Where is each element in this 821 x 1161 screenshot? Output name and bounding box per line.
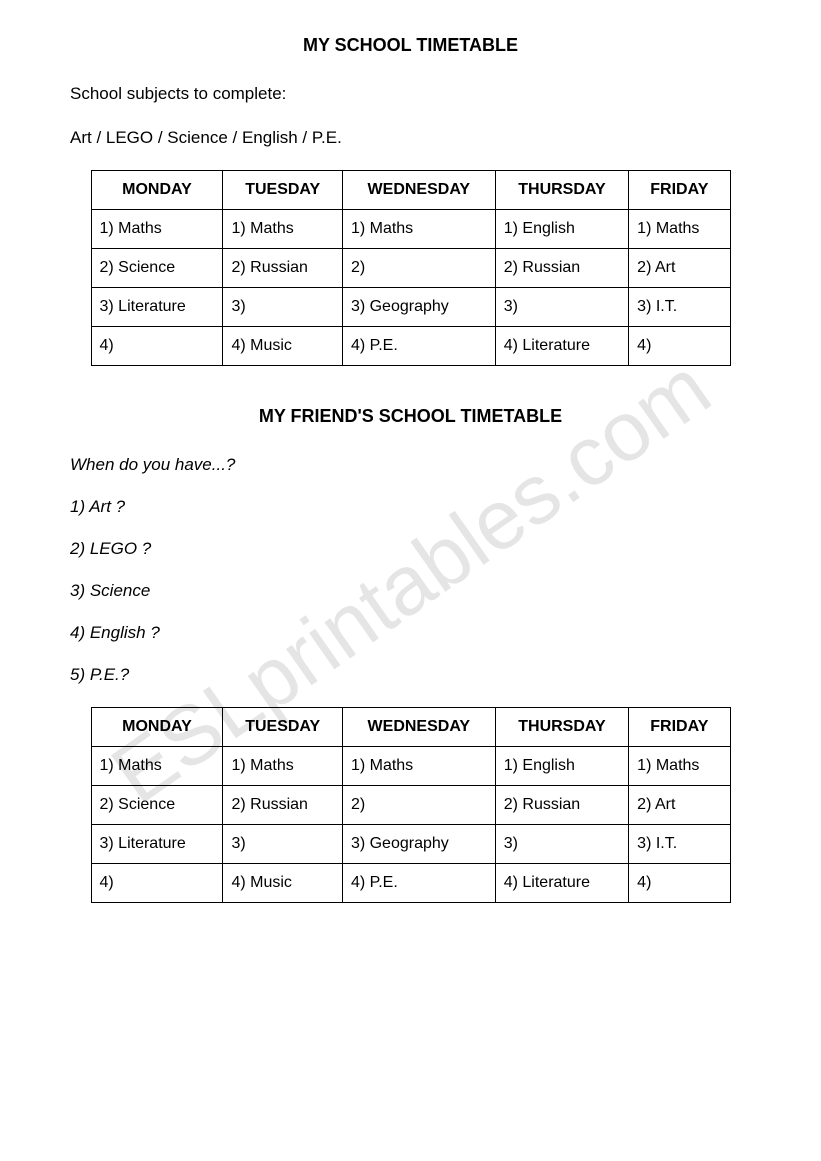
- cell: 1) Maths: [91, 747, 223, 786]
- timetable-1: MONDAY TUESDAY WEDNESDAY THURSDAY FRIDAY…: [91, 170, 731, 366]
- question-2: 2) LEGO ?: [70, 539, 751, 559]
- table-row: 4) 4) Music 4) P.E. 4) Literature 4): [91, 327, 730, 366]
- cell: 4) P.E.: [342, 864, 495, 903]
- header-monday: MONDAY: [91, 708, 223, 747]
- question-4: 4) English ?: [70, 623, 751, 643]
- cell: 3): [495, 825, 628, 864]
- cell: 1) Maths: [91, 210, 223, 249]
- cell: 3) Literature: [91, 288, 223, 327]
- cell: 4): [91, 864, 223, 903]
- cell: 1) Maths: [223, 210, 342, 249]
- question-intro: When do you have...?: [70, 455, 751, 475]
- table-row: 2) Science 2) Russian 2) 2) Russian 2) A…: [91, 249, 730, 288]
- header-tuesday: TUESDAY: [223, 708, 342, 747]
- question-5: 5) P.E.?: [70, 665, 751, 685]
- cell: 3) Literature: [91, 825, 223, 864]
- section1-subtitle: School subjects to complete:: [70, 84, 751, 104]
- table-row: 3) Literature 3) 3) Geography 3) 3) I.T.: [91, 288, 730, 327]
- header-wednesday: WEDNESDAY: [342, 171, 495, 210]
- cell: 4) Literature: [495, 864, 628, 903]
- subjects-list: Art / LEGO / Science / English / P.E.: [70, 128, 751, 148]
- cell: 2) Russian: [495, 786, 628, 825]
- table-header-row: MONDAY TUESDAY WEDNESDAY THURSDAY FRIDAY: [91, 708, 730, 747]
- cell: 3) Geography: [342, 825, 495, 864]
- cell: 2): [342, 786, 495, 825]
- cell: 1) Maths: [342, 747, 495, 786]
- cell: 4) Music: [223, 864, 342, 903]
- cell: 3): [223, 825, 342, 864]
- cell: 3) I.T.: [629, 288, 730, 327]
- cell: 3): [495, 288, 628, 327]
- cell: 1) Maths: [629, 210, 730, 249]
- cell: 2) Science: [91, 249, 223, 288]
- cell: 4) P.E.: [342, 327, 495, 366]
- table-row: 4) 4) Music 4) P.E. 4) Literature 4): [91, 864, 730, 903]
- cell: 1) English: [495, 747, 628, 786]
- cell: 1) English: [495, 210, 628, 249]
- cell: 4): [629, 864, 730, 903]
- table-row: 3) Literature 3) 3) Geography 3) 3) I.T.: [91, 825, 730, 864]
- cell: 3) I.T.: [629, 825, 730, 864]
- table-header-row: MONDAY TUESDAY WEDNESDAY THURSDAY FRIDAY: [91, 171, 730, 210]
- cell: 3): [223, 288, 342, 327]
- header-monday: MONDAY: [91, 171, 223, 210]
- question-1: 1) Art ?: [70, 497, 751, 517]
- cell: 1) Maths: [629, 747, 730, 786]
- cell: 2) Art: [629, 786, 730, 825]
- cell: 2) Art: [629, 249, 730, 288]
- question-3: 3) Science: [70, 581, 751, 601]
- cell: 4): [629, 327, 730, 366]
- cell: 2): [342, 249, 495, 288]
- table-row: 2) Science 2) Russian 2) 2) Russian 2) A…: [91, 786, 730, 825]
- cell: 2) Science: [91, 786, 223, 825]
- cell: 4): [91, 327, 223, 366]
- cell: 1) Maths: [223, 747, 342, 786]
- cell: 2) Russian: [223, 249, 342, 288]
- header-thursday: THURSDAY: [495, 171, 628, 210]
- cell: 2) Russian: [223, 786, 342, 825]
- section2-title: MY FRIEND'S SCHOOL TIMETABLE: [70, 406, 751, 427]
- cell: 3) Geography: [342, 288, 495, 327]
- table-row: 1) Maths 1) Maths 1) Maths 1) English 1)…: [91, 210, 730, 249]
- section1-title: MY SCHOOL TIMETABLE: [70, 35, 751, 56]
- header-friday: FRIDAY: [629, 171, 730, 210]
- header-thursday: THURSDAY: [495, 708, 628, 747]
- header-friday: FRIDAY: [629, 708, 730, 747]
- table-row: 1) Maths 1) Maths 1) Maths 1) English 1)…: [91, 747, 730, 786]
- worksheet-content: MY SCHOOL TIMETABLE School subjects to c…: [70, 35, 751, 903]
- header-wednesday: WEDNESDAY: [342, 708, 495, 747]
- cell: 1) Maths: [342, 210, 495, 249]
- timetable-2: MONDAY TUESDAY WEDNESDAY THURSDAY FRIDAY…: [91, 707, 731, 903]
- header-tuesday: TUESDAY: [223, 171, 342, 210]
- cell: 2) Russian: [495, 249, 628, 288]
- cell: 4) Literature: [495, 327, 628, 366]
- cell: 4) Music: [223, 327, 342, 366]
